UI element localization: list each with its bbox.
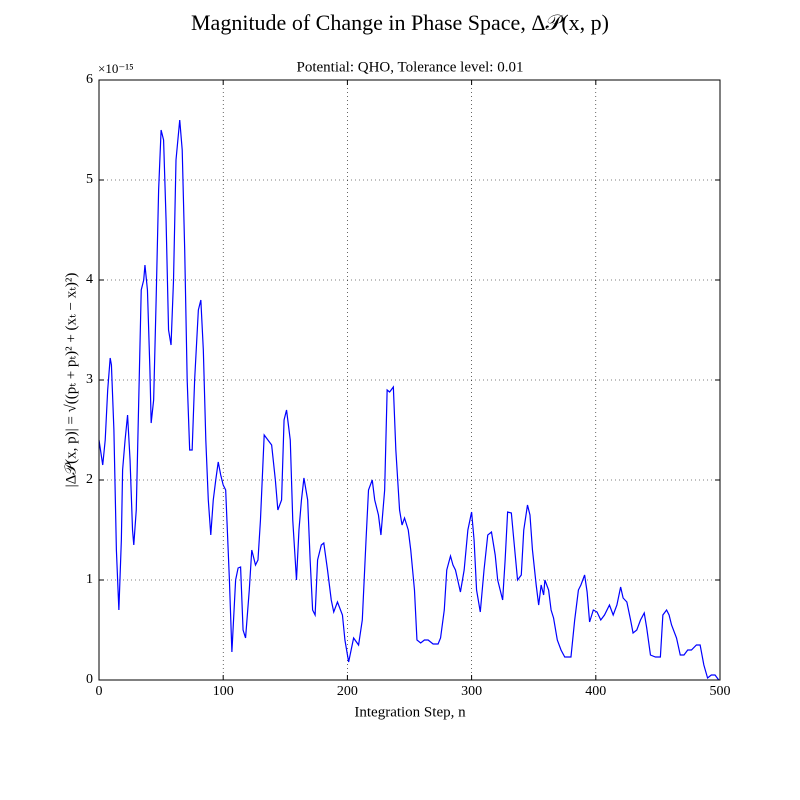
x-tick-label: 200 (337, 684, 358, 699)
y-tick-label: 6 (86, 72, 93, 87)
plot-frame (98, 79, 721, 681)
x-tick-label: 500 (710, 684, 731, 699)
y-offset-label: ×10⁻¹⁵ (98, 61, 134, 76)
y-tick-label: 5 (86, 172, 93, 187)
x-axis-label: Integration Step, n (354, 704, 466, 720)
x-tick-label: 400 (585, 684, 606, 699)
y-tick-label: 3 (86, 372, 93, 387)
data-line (98, 119, 720, 681)
y-tick-label: 4 (86, 272, 93, 287)
y-tick-label: 0 (86, 672, 93, 687)
x-tick-label: 0 (96, 684, 103, 699)
y-tick-label: 1 (86, 572, 93, 587)
chart-subtitle: Potential: QHO, Tolerance level: 0.01 (297, 59, 524, 75)
y-axis-label: |Δ𝒫(x, p)| = √((pₜ + pₜ)² + (xₜ − xₜ)²) (63, 273, 79, 488)
chart-title: Magnitude of Change in Phase Space, Δ𝒫(x… (191, 10, 609, 35)
x-tick-label: 100 (213, 684, 234, 699)
x-tick-label: 300 (461, 684, 482, 699)
y-tick-label: 2 (86, 472, 93, 487)
